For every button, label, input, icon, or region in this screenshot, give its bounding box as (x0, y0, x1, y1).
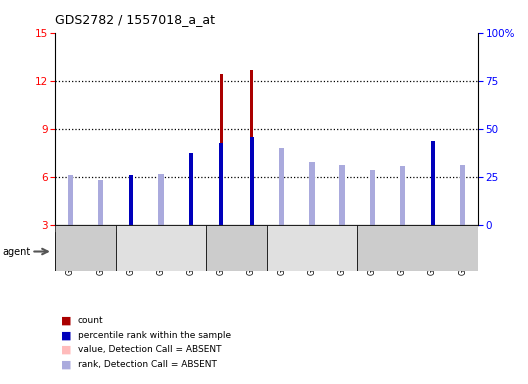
Bar (189, 153, 193, 225)
Text: count: count (78, 316, 103, 325)
Bar (116, 225, 206, 271)
Text: dihydrotestosterone: dihydrotestosterone (126, 248, 196, 255)
Bar (159, 193, 163, 225)
Bar (116, 232, 206, 271)
Bar (461, 189, 465, 225)
Bar (206, 232, 267, 271)
Bar (400, 166, 405, 225)
Bar (158, 174, 164, 225)
Bar (129, 175, 133, 225)
Bar (340, 167, 344, 225)
Text: rank, Detection Call = ABSENT: rank, Detection Call = ABSENT (78, 360, 216, 369)
Text: value, Detection Call = ABSENT: value, Detection Call = ABSENT (78, 345, 221, 354)
Bar (267, 232, 357, 271)
Text: ■: ■ (61, 345, 71, 355)
Text: untreated: untreated (69, 248, 103, 255)
Text: ■: ■ (61, 330, 71, 340)
Bar (340, 165, 345, 225)
Bar (250, 137, 253, 225)
Text: bicalutamide and
dihydrotestosterone: bicalutamide and dihydrotestosterone (201, 245, 272, 258)
Bar (401, 167, 404, 225)
Bar (55, 232, 116, 271)
Bar (431, 143, 435, 225)
Text: ■: ■ (61, 359, 71, 369)
Bar (219, 143, 223, 225)
Bar (279, 148, 285, 225)
Bar (98, 180, 103, 225)
Bar (370, 170, 375, 225)
Bar (430, 141, 435, 225)
Bar (460, 166, 466, 225)
Bar (280, 157, 284, 225)
Bar (267, 225, 357, 271)
Bar (220, 74, 223, 225)
Bar (357, 225, 478, 271)
Bar (68, 175, 73, 225)
Text: percentile rank within the sample: percentile rank within the sample (78, 331, 231, 340)
Bar (69, 193, 72, 225)
Bar (55, 225, 116, 271)
Bar (129, 204, 133, 225)
Bar (250, 70, 253, 225)
Text: WGWWCW
polyamide and
dihydrotestosterone: WGWWCW polyamide and dihydrotestosterone (382, 242, 452, 262)
Bar (190, 156, 193, 225)
Bar (309, 162, 315, 225)
Bar (357, 232, 478, 271)
Text: GDS2782 / 1557018_a_at: GDS2782 / 1557018_a_at (55, 13, 215, 26)
Bar (206, 225, 267, 271)
Text: agent: agent (3, 247, 31, 257)
Bar (99, 217, 102, 225)
Bar (310, 180, 314, 225)
Text: control polyamide an
dihydrotestosterone: control polyamide an dihydrotestosterone (275, 245, 349, 258)
Text: ■: ■ (61, 316, 71, 326)
